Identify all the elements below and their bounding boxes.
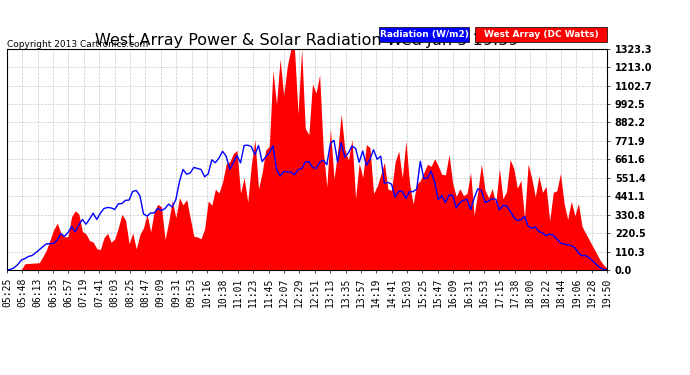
Title: West Array Power & Solar Radiation Wed Jun 5 19:59: West Array Power & Solar Radiation Wed J…	[95, 33, 519, 48]
FancyBboxPatch shape	[475, 27, 607, 42]
Text: Copyright 2013 Cartronics.com: Copyright 2013 Cartronics.com	[7, 40, 148, 49]
Text: Radiation (W/m2): Radiation (W/m2)	[380, 30, 469, 39]
Text: West Array (DC Watts): West Array (DC Watts)	[484, 30, 598, 39]
FancyBboxPatch shape	[379, 27, 469, 42]
